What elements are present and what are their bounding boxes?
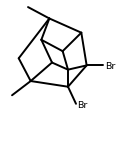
Text: Br: Br	[105, 62, 116, 71]
Text: Br: Br	[77, 101, 87, 110]
